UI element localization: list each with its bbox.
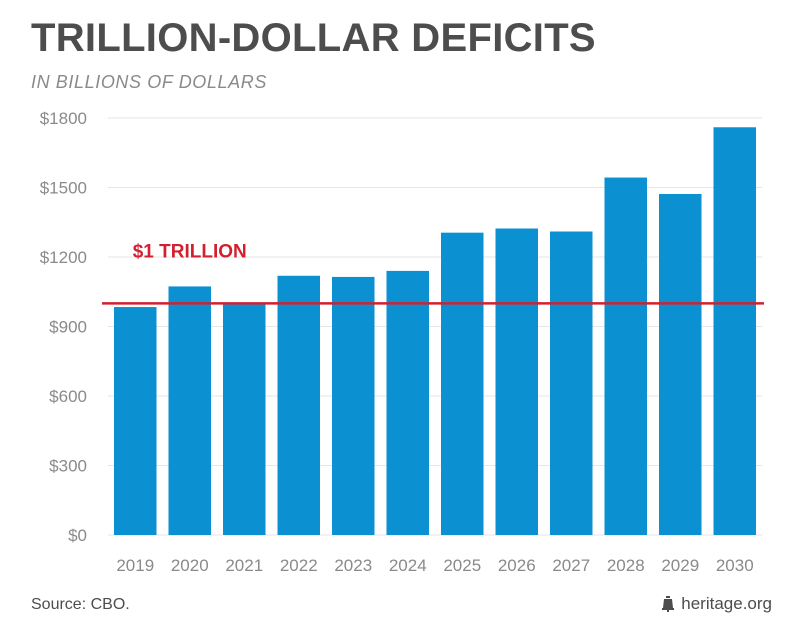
- bar: [549, 231, 593, 535]
- y-tick-label: $900: [49, 318, 87, 337]
- y-tick-label: $1800: [40, 109, 87, 128]
- bar: [658, 193, 702, 535]
- bar: [713, 127, 757, 536]
- chart-title: TRILLION-DOLLAR DEFICITS: [31, 16, 596, 60]
- x-tick-label: 2025: [443, 556, 481, 575]
- brand-name: heritage.org: [681, 594, 772, 613]
- bar: [604, 177, 648, 535]
- bar-chart: $0 $300 $600 $900 $1200 $1500 $1800 2019 2020 202…: [40, 109, 764, 575]
- bar: [495, 228, 539, 535]
- bar: [113, 307, 157, 535]
- x-tick-label: 2024: [389, 556, 427, 575]
- y-tick-label: $600: [49, 387, 87, 406]
- x-tick-label: 2026: [498, 556, 536, 575]
- y-tick-label: $300: [49, 457, 87, 476]
- chart-subtitle: IN BILLIONS OF DOLLARS: [31, 72, 267, 92]
- x-tick-label: 2023: [334, 556, 372, 575]
- y-tick-label: $1500: [40, 179, 87, 198]
- x-tick-label: 2021: [225, 556, 263, 575]
- liberty-bell-icon: [661, 596, 675, 612]
- brand-footer: heritage.org: [661, 594, 772, 614]
- x-tick-label: 2028: [607, 556, 645, 575]
- y-tick-label: $1200: [40, 248, 87, 267]
- reference-line-label: $1 TRILLION: [133, 241, 247, 262]
- bar: [168, 286, 212, 535]
- x-tick-label: 2020: [171, 556, 209, 575]
- x-tick-label: 2030: [716, 556, 754, 575]
- bar: [386, 270, 430, 535]
- bar: [331, 276, 375, 535]
- x-tick-label: 2027: [552, 556, 590, 575]
- bar: [440, 232, 484, 536]
- x-tick-label: 2029: [661, 556, 699, 575]
- y-tick-label: $0: [68, 526, 87, 545]
- bar: [222, 303, 266, 535]
- source-note: Source: CBO.: [31, 596, 130, 613]
- bar: [277, 275, 321, 535]
- x-tick-label: 2022: [280, 556, 318, 575]
- x-tick-label: 2019: [116, 556, 154, 575]
